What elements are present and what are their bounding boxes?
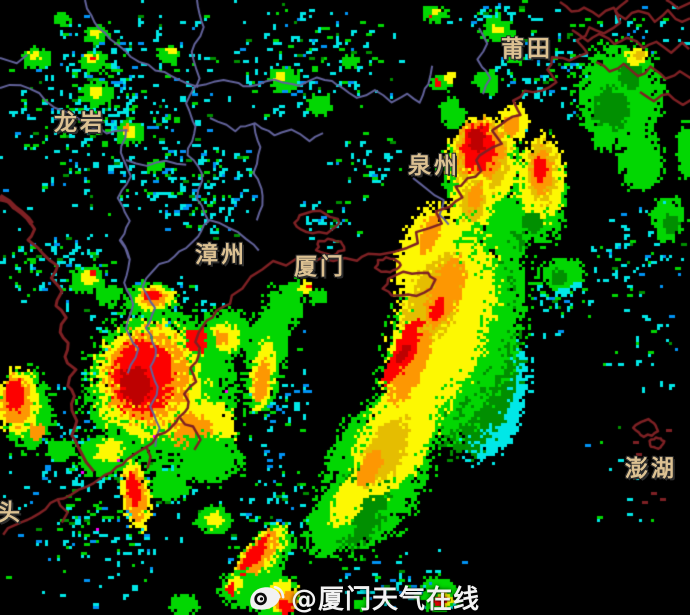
city-label-putian: 莆田	[501, 36, 553, 62]
city-label-zhangzhou: 漳州	[195, 242, 247, 268]
city-label-penghu: 澎湖	[625, 456, 677, 482]
city-label-longyan: 龙岩	[54, 110, 106, 136]
watermark: @厦门天气在线	[246, 579, 480, 615]
city-label-quanzhou: 泉州	[408, 153, 460, 179]
city-label-xiamen: 厦门	[294, 254, 346, 280]
watermark-handle: @厦门天气在线	[291, 585, 481, 615]
city-label-shantou-partial: 头	[0, 500, 23, 526]
weibo-icon	[250, 585, 285, 610]
